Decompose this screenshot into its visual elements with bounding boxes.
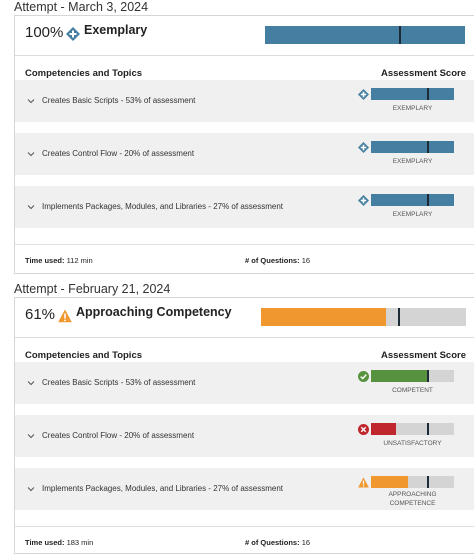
attempt-heading: Attempt - February 21, 2024 — [14, 282, 171, 296]
time-used-value: 112 min — [66, 256, 93, 265]
topic-score-bar — [371, 88, 454, 100]
question-count: # of Questions: 16 — [245, 538, 310, 547]
warning-triangle-icon — [58, 309, 72, 323]
topic-score-marker — [426, 476, 429, 488]
topic-label: Implements Packages, Modules, and Librar… — [42, 484, 284, 493]
topic-score-label: EXEMPLARY — [392, 158, 433, 165]
overall-score-marker — [398, 308, 401, 326]
diamond-plus-icon — [358, 89, 369, 100]
topic-score-bar — [371, 476, 454, 488]
topic-score-marker — [426, 423, 429, 435]
chevron-down-icon[interactable] — [27, 379, 35, 387]
topic-label: Implements Packages, Modules, and Librar… — [42, 202, 284, 211]
competencies-header: Competencies and Topics — [25, 350, 143, 361]
topic-label: Creates Control Flow - 20% of assessment — [42, 431, 195, 440]
topic-score-label: COMPETENT — [392, 387, 433, 394]
time-used: Time used: 112 min — [25, 256, 93, 265]
topic-row[interactable]: Creates Control Flow - 20% of assessment… — [15, 415, 474, 457]
question-count: # of Questions: 16 — [245, 256, 310, 265]
attempt-heading: Attempt - March 3, 2024 — [14, 0, 149, 14]
topic-row[interactable]: Implements Packages, Modules, and Librar… — [15, 468, 474, 510]
overall-level: Exemplary — [84, 23, 148, 37]
assessment-score-header: Assessment Score — [380, 350, 466, 361]
overall-score-header: 100% Exemplary — [15, 16, 474, 56]
question-count-value: 16 — [301, 256, 311, 265]
overall-percent: 100% — [25, 24, 64, 41]
attempt-footer: Time used: 112 min # of Questions: 16 — [15, 244, 474, 274]
attempt-card: 100% Exemplary Competencies and Topics A… — [14, 15, 474, 274]
topic-score-fill — [371, 476, 409, 488]
chevron-down-icon[interactable] — [27, 432, 35, 440]
topic-row[interactable]: Creates Basic Scripts - 53% of assessmen… — [15, 362, 474, 404]
overall-score-bar — [261, 308, 466, 326]
topic-score-bar — [371, 194, 454, 206]
topic-score-fill — [371, 370, 427, 382]
time-used-value: 183 min — [66, 538, 94, 547]
topic-score-bar — [371, 370, 454, 382]
topic-score-fill — [371, 423, 396, 435]
topic-label: Creates Basic Scripts - 53% of assessmen… — [42, 96, 196, 105]
topic-score-label: APPROACHING COMPETENCE — [388, 491, 437, 507]
topic-score-marker — [426, 370, 429, 382]
attempt-footer: Time used: 183 min # of Questions: 16 — [15, 526, 474, 554]
attempt-card: 61% Approaching Competency Competencies … — [14, 297, 474, 554]
check-circle-icon — [358, 371, 369, 382]
overall-percent: 61% — [25, 306, 56, 323]
topic-score-label: EXEMPLARY — [392, 211, 433, 218]
chevron-down-icon[interactable] — [27, 150, 35, 158]
time-used-label: Time used: — [25, 256, 65, 265]
topics-header: Competencies and Topics Assessment Score — [15, 56, 474, 90]
topic-score-bar — [371, 141, 454, 153]
topic-score-marker — [426, 141, 429, 153]
topic-score-fill — [371, 141, 454, 153]
topic-row[interactable]: Implements Packages, Modules, and Librar… — [15, 186, 474, 228]
topics-header: Competencies and Topics Assessment Score — [15, 338, 474, 372]
competencies-header: Competencies and Topics — [25, 68, 143, 79]
chevron-down-icon[interactable] — [27, 485, 35, 493]
diamond-plus-icon — [66, 27, 80, 41]
topic-label: Creates Basic Scripts - 53% of assessmen… — [42, 378, 196, 387]
warning-triangle-icon — [358, 477, 369, 488]
overall-score-fill — [261, 308, 387, 326]
topic-score-label: UNSATISFACTORY — [383, 440, 442, 447]
topic-row[interactable]: Creates Control Flow - 20% of assessment… — [15, 133, 474, 175]
question-count-value: 16 — [301, 538, 311, 547]
topic-row[interactable]: Creates Basic Scripts - 53% of assessmen… — [15, 80, 474, 122]
time-used: Time used: 183 min — [25, 538, 93, 547]
topic-score-marker — [426, 194, 429, 206]
topic-label: Creates Control Flow - 20% of assessment — [42, 149, 195, 158]
topic-score-fill — [371, 88, 454, 100]
question-count-label: # of Questions: — [245, 256, 300, 265]
overall-score-marker — [399, 26, 401, 44]
overall-score-bar — [265, 26, 465, 44]
overall-score-header: 61% Approaching Competency — [15, 298, 474, 338]
diamond-plus-icon — [358, 195, 369, 206]
topic-score-fill — [371, 194, 454, 206]
assessment-score-header: Assessment Score — [380, 68, 466, 79]
chevron-down-icon[interactable] — [27, 203, 35, 211]
topic-score-label: EXEMPLARY — [392, 105, 433, 112]
diamond-plus-icon — [358, 142, 369, 153]
question-count-label: # of Questions: — [245, 538, 300, 547]
topic-score-marker — [426, 88, 429, 100]
topic-score-bar — [371, 423, 454, 435]
time-used-label: Time used: — [25, 538, 65, 547]
overall-level: Approaching Competency — [76, 305, 232, 319]
chevron-down-icon[interactable] — [27, 97, 35, 105]
x-circle-icon — [358, 424, 369, 435]
overall-score-fill — [265, 26, 465, 44]
